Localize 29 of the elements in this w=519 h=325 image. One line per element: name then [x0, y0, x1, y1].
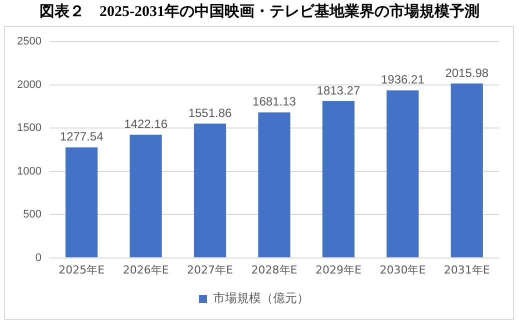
x-tick-label: 2031年E	[444, 263, 490, 276]
x-tick-label: 2027年E	[187, 263, 234, 276]
data-label: 1551.86	[188, 106, 232, 120]
bar	[130, 134, 162, 258]
x-tick-label: 2029年E	[315, 263, 362, 276]
bar	[450, 83, 483, 258]
data-label: 1936.21	[380, 72, 425, 87]
x-tick-label: 2030年E	[380, 263, 426, 276]
y-tick-label: 1000	[16, 165, 42, 178]
x-tick-label: 2026年E	[122, 263, 169, 276]
y-tick-label: 500	[23, 208, 42, 221]
y-tick-label: 2500	[16, 36, 42, 48]
bar	[194, 124, 226, 258]
y-tick-label: 1500	[16, 122, 42, 134]
data-label: 2015.98	[445, 66, 489, 80]
y-tick-label: 0	[35, 252, 42, 264]
x-tick-label: 2025年E	[58, 263, 105, 276]
data-label: 1277.54	[60, 130, 104, 144]
y-tick-label: 2000	[16, 78, 42, 91]
bar	[66, 147, 98, 258]
bar	[322, 100, 355, 258]
bar	[386, 90, 419, 258]
data-label: 1422.16	[124, 117, 168, 132]
legend-label: 市場規模（億元）	[213, 291, 309, 306]
data-label: 1813.27	[316, 83, 360, 98]
data-label: 1681.13	[252, 94, 296, 109]
x-tick-label: 2028年E	[251, 263, 298, 276]
bar	[258, 112, 290, 258]
chart-title: 図表２ 2025-2031年の中国映画・テレビ基地業界の市場規模予測	[38, 2, 480, 21]
